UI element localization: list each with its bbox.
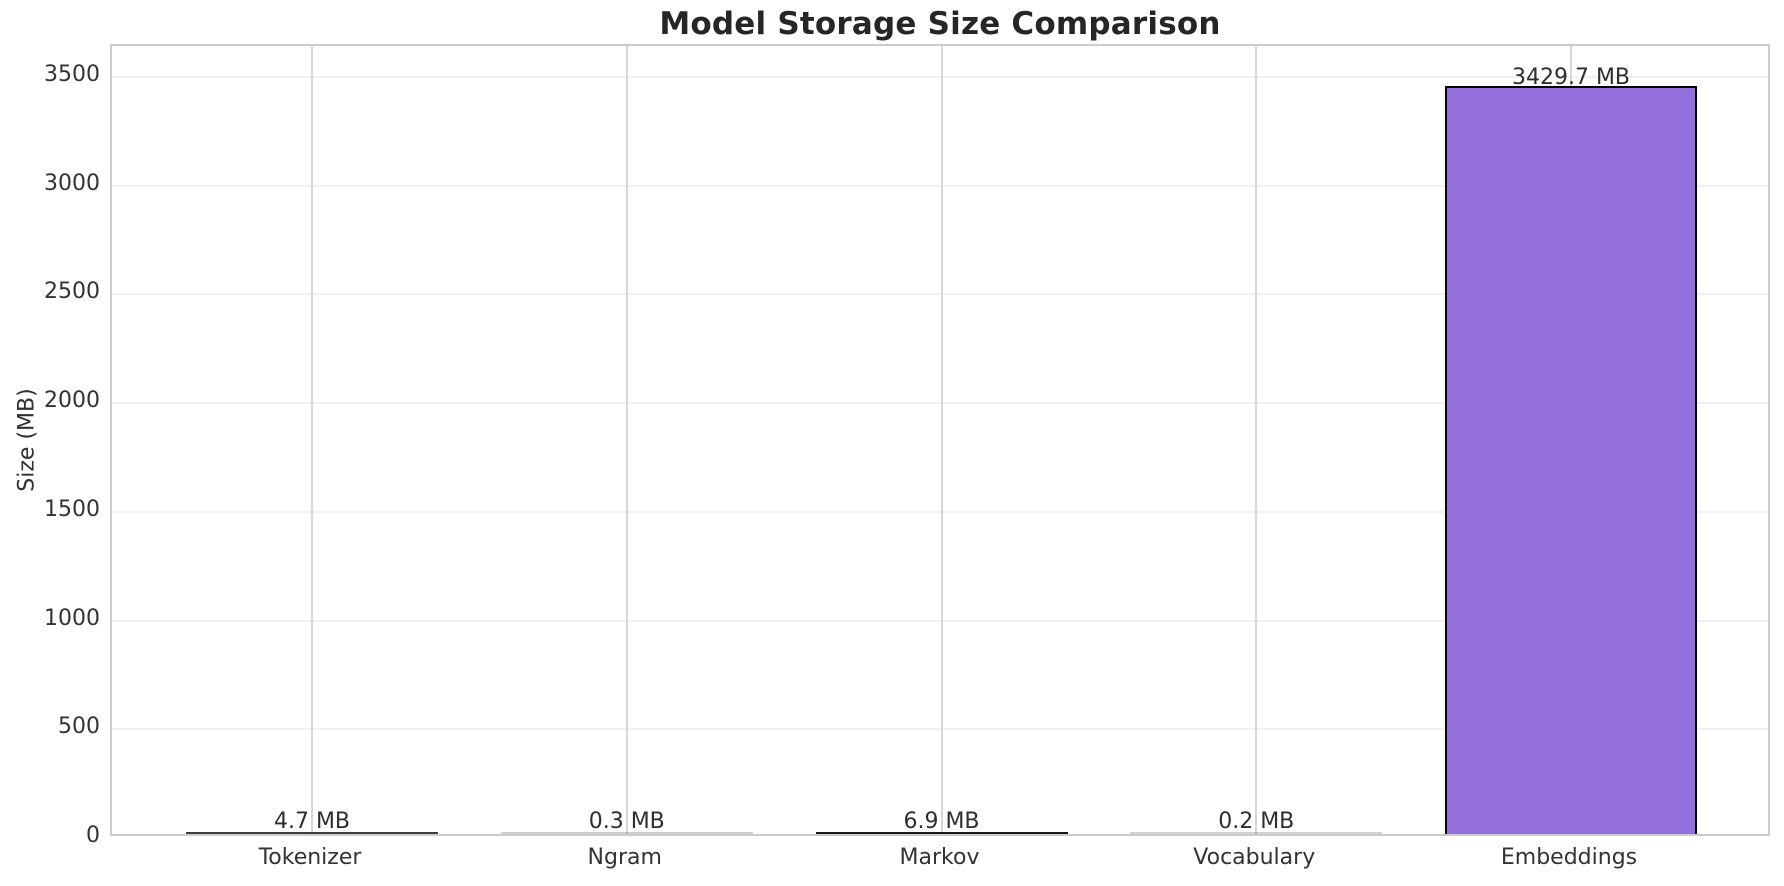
y-tick-label: 0 bbox=[86, 823, 100, 848]
bar-vocabulary bbox=[1130, 832, 1383, 834]
horizontal-gridline bbox=[112, 728, 1768, 731]
bar-embeddings bbox=[1445, 86, 1697, 834]
bar-value-label: 4.7 MB bbox=[273, 809, 351, 834]
x-tick-label-embeddings: Embeddings bbox=[1500, 845, 1638, 870]
bar-tokenizer bbox=[186, 832, 438, 834]
plot-area: 4.7 MB 0.3 MB 6.9 MB 0.2 MB 3429.7 MB bbox=[110, 44, 1770, 836]
horizontal-gridline bbox=[112, 402, 1768, 405]
y-tick-label: 1500 bbox=[44, 496, 100, 522]
horizontal-gridline bbox=[112, 184, 1768, 187]
chart-title: Model Storage Size Comparison bbox=[659, 6, 1221, 42]
horizontal-gridline bbox=[112, 619, 1768, 622]
vertical-gridline bbox=[940, 46, 943, 834]
x-tick-label-ngram: Ngram bbox=[587, 845, 662, 870]
vertical-gridline bbox=[1255, 46, 1258, 834]
horizontal-gridline bbox=[112, 293, 1768, 296]
y-tick-label: 3000 bbox=[44, 170, 100, 196]
bar-value-label: 6.9 MB bbox=[903, 809, 980, 834]
bar-ngram bbox=[500, 832, 753, 834]
bar-value-label: 3429.7 MB bbox=[1511, 65, 1631, 91]
y-tick-label: 3500 bbox=[44, 61, 100, 87]
bar-markov bbox=[815, 832, 1068, 834]
y-tick-label: 500 bbox=[58, 714, 100, 740]
vertical-gridline bbox=[311, 46, 313, 834]
vertical-gridline bbox=[625, 46, 628, 834]
horizontal-gridline bbox=[112, 510, 1768, 513]
bar-value-label: 0.2 MB bbox=[1218, 809, 1295, 834]
x-tick-label-markov: Markov bbox=[899, 845, 980, 870]
y-tick-label: 2500 bbox=[44, 279, 100, 305]
y-tick-label: 2000 bbox=[44, 388, 100, 414]
y-tick-label: 1000 bbox=[44, 605, 100, 631]
x-tick-label-tokenizer: Tokenizer bbox=[258, 845, 362, 870]
horizontal-gridline bbox=[112, 75, 1768, 78]
x-tick-label-vocabulary: Vocabulary bbox=[1193, 845, 1316, 870]
bar-value-label: 0.3 MB bbox=[588, 809, 665, 834]
